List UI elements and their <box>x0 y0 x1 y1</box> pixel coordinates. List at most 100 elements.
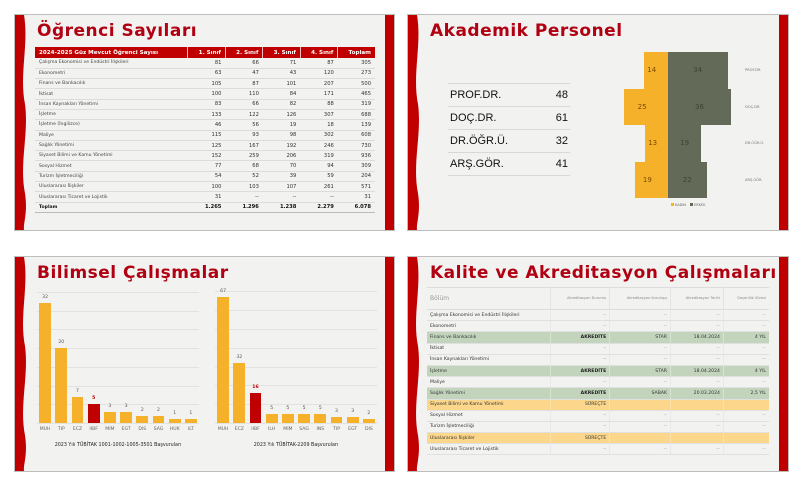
cell-value: 192 <box>262 140 301 152</box>
gridline <box>215 310 377 312</box>
cell-value: -- <box>550 343 611 355</box>
gridline <box>215 404 377 406</box>
cell-value <box>723 432 769 445</box>
legend-label: KADIN <box>675 203 686 207</box>
department-name: Uluslararası İlişkiler <box>35 181 188 193</box>
bar-sag <box>298 413 310 423</box>
column-header: Bölüm <box>427 287 551 310</box>
table-row: Ekonometri 63 47 43 120 273 <box>35 68 375 80</box>
cell-value: 246 <box>300 140 338 152</box>
cell-value: 206 <box>262 150 301 162</box>
cell-value: 46 <box>187 119 226 131</box>
category-tick-label: MUH <box>217 427 229 432</box>
slide-title: Kalite ve Akreditasyon Çalışmaları <box>430 263 777 283</box>
total-label: Toplam <box>35 202 188 213</box>
bar-value-label: 2 <box>157 407 160 413</box>
category-tick-label: SAG <box>299 427 309 432</box>
cell-value: -- <box>723 320 769 333</box>
gridline <box>215 291 377 293</box>
value-label-erkek: 36 <box>695 102 704 111</box>
cell-value: 120 <box>300 68 338 80</box>
bar-kadin <box>634 161 668 198</box>
right-decor-bar <box>385 257 394 471</box>
cell-value: -- <box>550 320 611 333</box>
bar-value-label: 5 <box>286 405 290 411</box>
cell-value: 319 <box>300 150 338 162</box>
cell-value: -- <box>670 320 724 333</box>
value-label-erkek: 22 <box>682 175 692 184</box>
cell-value: -- <box>723 343 769 355</box>
staff-title: ARŞ.GÖR. <box>448 152 545 176</box>
cell-value: 83 <box>187 99 226 110</box>
cell-value: 115 <box>187 130 226 141</box>
cell-value: 31 <box>337 191 375 203</box>
bar-value-label: 5 <box>270 405 274 411</box>
cell-value: 71 <box>262 58 301 69</box>
cell-value: -- <box>609 376 671 389</box>
department-name: Sosyal Hizmet <box>35 160 188 172</box>
cell-value: 122 <box>225 109 263 121</box>
department-name: Maliye <box>35 130 188 141</box>
bar-value-label: 3 <box>335 409 338 415</box>
cell-value: 730 <box>337 140 375 152</box>
table-row: Finans ve Bankacılık 105 87 101 207 500 <box>35 78 375 90</box>
gridline <box>37 291 199 293</box>
chart-title: 2023 Yılı TÜBİTAK-2209 Başvuruları <box>253 443 339 448</box>
column-header: 2024-2025 Güz Mevcut Öğrenci Sayısı <box>35 47 189 58</box>
cell-value: -- <box>609 343 671 355</box>
department-name: Maliye <box>427 376 551 389</box>
table-row: İktisat -- -- -- -- <box>427 343 769 355</box>
bar-mim <box>104 411 116 423</box>
gridline <box>37 310 199 312</box>
cell-value: 18.04.2024 <box>670 365 724 378</box>
staff-count: 32 <box>544 129 570 153</box>
bar-ilt <box>185 419 197 423</box>
bar-tip <box>330 417 343 423</box>
cell-value <box>670 399 724 411</box>
cell-value: 273 <box>337 68 375 80</box>
bar-value-label: 3 <box>124 403 128 409</box>
bar-kadin <box>643 52 668 89</box>
bar-value-label: 16 <box>252 384 259 390</box>
department-name: Turizm İşletmeciliği <box>427 421 551 434</box>
total-value: 1.296 <box>225 202 263 213</box>
cell-value: 39 <box>262 171 301 183</box>
department-name: İşletme (İngilizce) <box>35 119 188 131</box>
cell-value: AKREDİTE <box>550 387 611 400</box>
cell-value: 100 <box>187 181 226 193</box>
legend-label: ERKEK <box>693 203 706 207</box>
table-row: Uluslararası İlişkiler 100 103 107 261 571 <box>35 181 375 193</box>
category-label: PROF.DR. <box>745 68 762 73</box>
slide-kalite-akreditasyon: Kalite ve Akreditasyon Çalışmaları Bölüm… <box>407 256 789 472</box>
cell-value: 305 <box>337 58 375 69</box>
gridline <box>37 366 199 368</box>
bar-kadin <box>645 125 668 162</box>
cell-value: 133 <box>187 109 226 121</box>
cell-value: -- <box>550 354 611 366</box>
category-tick-label: INS <box>316 427 325 432</box>
staff-title: DOÇ.DR. <box>448 106 545 130</box>
total-row: Toplam 1.265 1.296 1.238 2.279 6.078 <box>35 202 375 213</box>
table-row: İşletme (İngilizce) 46 56 19 18 139 <box>35 119 375 131</box>
cell-value: 56 <box>225 119 263 131</box>
cell-value: -- <box>550 309 611 322</box>
cell-value: -- <box>609 421 671 434</box>
table-row: İnsan Kaynakları Yönetimi 83 66 82 88 319 <box>35 99 375 110</box>
cell-value: 68 <box>225 160 263 172</box>
slide-bilimsel-calismalar: Bilimsel Çalışmalar 32 MUH 20 TIP 7 ECZ 5 IIBF 3… <box>14 256 395 472</box>
cell-value: -- <box>609 354 671 366</box>
table-row: İşletme AKREDİTE STAR 18.04.2024 4 YIL <box>427 365 769 378</box>
table-row: İktisat 100 110 84 171 465 <box>35 88 375 100</box>
column-header: 3. Sınıf <box>262 47 301 58</box>
chart-title: 2023 Yılı TÜBİTAK 1001-1002-1005-3501 Ba… <box>54 443 182 448</box>
department-name: Finans ve Bankacılık <box>35 78 188 90</box>
left-decor-wave <box>408 257 419 471</box>
table-row: Turizm İşletmeciliği 54 52 39 59 204 <box>35 171 375 183</box>
cell-value: -- <box>723 410 769 422</box>
slide-ogrenci-sayilari: Öğrenci Sayıları 2024-2025 Güz Mevcut Öğ… <box>14 14 395 231</box>
bar-huk <box>168 419 181 423</box>
staff-count: 61 <box>544 106 570 130</box>
cell-value: 94 <box>300 160 338 172</box>
cell-value: 47 <box>225 68 263 80</box>
column-header: Akreditasyon Durumu <box>550 287 611 310</box>
